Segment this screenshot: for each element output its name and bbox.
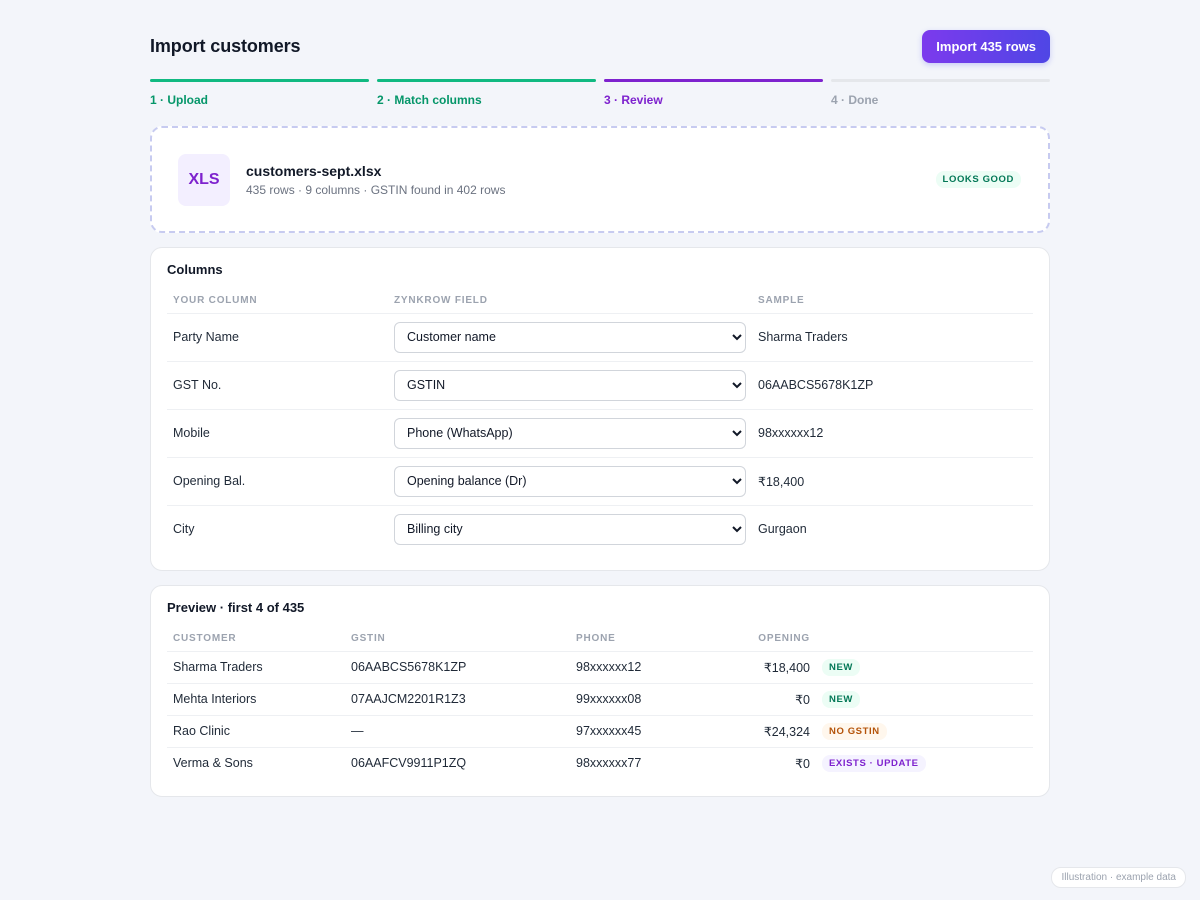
preview-card: Preview · first 4 of 435 CUSTOMER GSTIN … — [150, 585, 1050, 797]
step-progress-bar — [604, 79, 823, 82]
page-title: Import customers — [150, 36, 301, 56]
field-select[interactable]: Billing city — [394, 513, 746, 545]
preview-header-phone: PHONE — [570, 627, 666, 652]
preview-header-gstin: GSTIN — [345, 627, 570, 652]
phone-value: 99xxxxxx08 — [570, 682, 666, 715]
step-label: 3 · Review — [604, 93, 663, 107]
gstin-value: — — [345, 714, 570, 747]
illustration-note: Illustration · example data — [1051, 867, 1186, 888]
table-row: Rao Clinic — 97xxxxxx45 ₹24,324 NO GSTIN — [167, 714, 1033, 747]
mapping-row: GST No. GSTIN 06AABCS5678K1ZP — [167, 360, 1033, 409]
column-mapping-table: YOUR COLUMN ZYNKROW FIELD SAMPLE Party N… — [167, 289, 1033, 553]
customer-name: Mehta Interiors — [167, 682, 345, 715]
sample-value: Gurgaon — [752, 504, 1033, 553]
source-column: Opening Bal. — [167, 456, 388, 505]
preview-header-opening: OPENING — [666, 627, 816, 652]
source-column: Mobile — [167, 408, 388, 457]
opening-balance: ₹24,324 — [666, 714, 816, 747]
column-header-your-column: YOUR COLUMN — [167, 289, 388, 314]
sample-value: ₹18,400 — [752, 456, 1033, 505]
preview-header-status — [816, 627, 1033, 652]
field-select[interactable]: GSTIN — [394, 369, 746, 401]
mapping-row: Party Name Customer name Sharma Traders — [167, 313, 1033, 361]
mapping-row: Mobile Phone (WhatsApp) 98xxxxxx12 — [167, 408, 1033, 457]
stepper: 1 · Upload 2 · Match columns 3 · Review … — [150, 79, 1050, 107]
preview-title: Preview · first 4 of 435 — [167, 600, 305, 615]
spreadsheet-file-icon: XLS — [178, 153, 230, 206]
column-header-zynkrow-field: ZYNKROW FIELD — [388, 289, 752, 314]
phone-value: 97xxxxxx45 — [570, 714, 666, 747]
step-upload[interactable]: 1 · Upload — [150, 79, 369, 107]
column-header-sample: SAMPLE — [752, 289, 1033, 314]
preview-header-customer: CUSTOMER — [167, 627, 345, 652]
status-badge: NEW — [822, 690, 860, 708]
step-done: 4 · Done — [831, 79, 1050, 107]
customer-name: Sharma Traders — [173, 660, 263, 674]
columns-card: Columns YOUR COLUMN ZYNKROW FIELD SAMPLE… — [150, 247, 1050, 571]
phone-value: 98xxxxxx12 — [576, 660, 642, 674]
file-info: customers-sept.xlsx 435 rows · 9 columns… — [246, 163, 936, 197]
table-row: Sharma Traders 06AABCS5678K1ZP 98xxxxxx1… — [167, 651, 1033, 683]
columns-title: Columns — [167, 262, 223, 277]
status-badge: NO GSTIN — [822, 722, 887, 740]
step-progress-bar — [150, 79, 369, 82]
table-row: Verma & Sons 06AAFCV9911P1ZQ 98xxxxxx77 … — [167, 746, 1033, 779]
customer-name: Verma & Sons — [167, 746, 345, 779]
phone-value: 98xxxxxx77 — [570, 746, 666, 779]
file-name: customers-sept.xlsx — [246, 162, 382, 179]
step-review[interactable]: 3 · Review — [604, 79, 823, 107]
opening-balance: ₹0 — [666, 682, 816, 715]
step-progress-bar — [377, 79, 596, 82]
preview-table: CUSTOMER GSTIN PHONE OPENING Sharma Trad… — [167, 627, 1033, 779]
opening-balance: ₹0 — [666, 746, 816, 779]
mapping-row: Opening Bal. Opening balance (Dr) ₹18,40… — [167, 456, 1033, 505]
sample-value: 06AABCS5678K1ZP — [752, 360, 1033, 409]
source-column: City — [167, 504, 388, 553]
gstin-value: 06AABCS5678K1ZP — [351, 660, 467, 674]
field-select[interactable]: Opening balance (Dr) — [394, 465, 746, 497]
opening-balance: ₹18,400 — [763, 660, 810, 675]
step-label: 4 · Done — [831, 93, 879, 107]
sample-value: Sharma Traders — [758, 330, 848, 344]
step-label: 2 · Match columns — [377, 93, 482, 107]
status-badge: NEW — [822, 658, 860, 676]
gstin-value: 06AAFCV9911P1ZQ — [345, 746, 570, 779]
step-match-columns[interactable]: 2 · Match columns — [377, 79, 596, 107]
step-label: 1 · Upload — [150, 93, 209, 107]
step-progress-bar — [831, 79, 1050, 82]
source-column: GST No. — [167, 360, 388, 409]
customer-name: Rao Clinic — [167, 714, 345, 747]
field-select[interactable]: Phone (WhatsApp) — [394, 417, 746, 449]
field-select[interactable]: Customer name — [394, 321, 746, 353]
page-header: Import customers Import 435 rows — [150, 30, 1050, 63]
sample-value: 98xxxxxx12 — [752, 408, 1033, 457]
file-status-badge: LOOKS GOOD — [935, 171, 1021, 188]
status-badge: EXISTS · UPDATE — [822, 754, 926, 772]
file-meta: 435 rows · 9 columns · GSTIN found in 40… — [246, 182, 506, 197]
uploaded-file-card[interactable]: XLS customers-sept.xlsx 435 rows · 9 col… — [150, 126, 1050, 233]
import-rows-button[interactable]: Import 435 rows — [922, 30, 1050, 63]
gstin-value: 07AAJCM2201R1Z3 — [345, 682, 570, 715]
import-wizard: Import customers Import 435 rows 1 · Upl… — [150, 30, 1050, 797]
mapping-row: City Billing city Gurgaon — [167, 504, 1033, 553]
table-row: Mehta Interiors 07AAJCM2201R1Z3 99xxxxxx… — [167, 682, 1033, 715]
source-column: Party Name — [173, 330, 239, 344]
